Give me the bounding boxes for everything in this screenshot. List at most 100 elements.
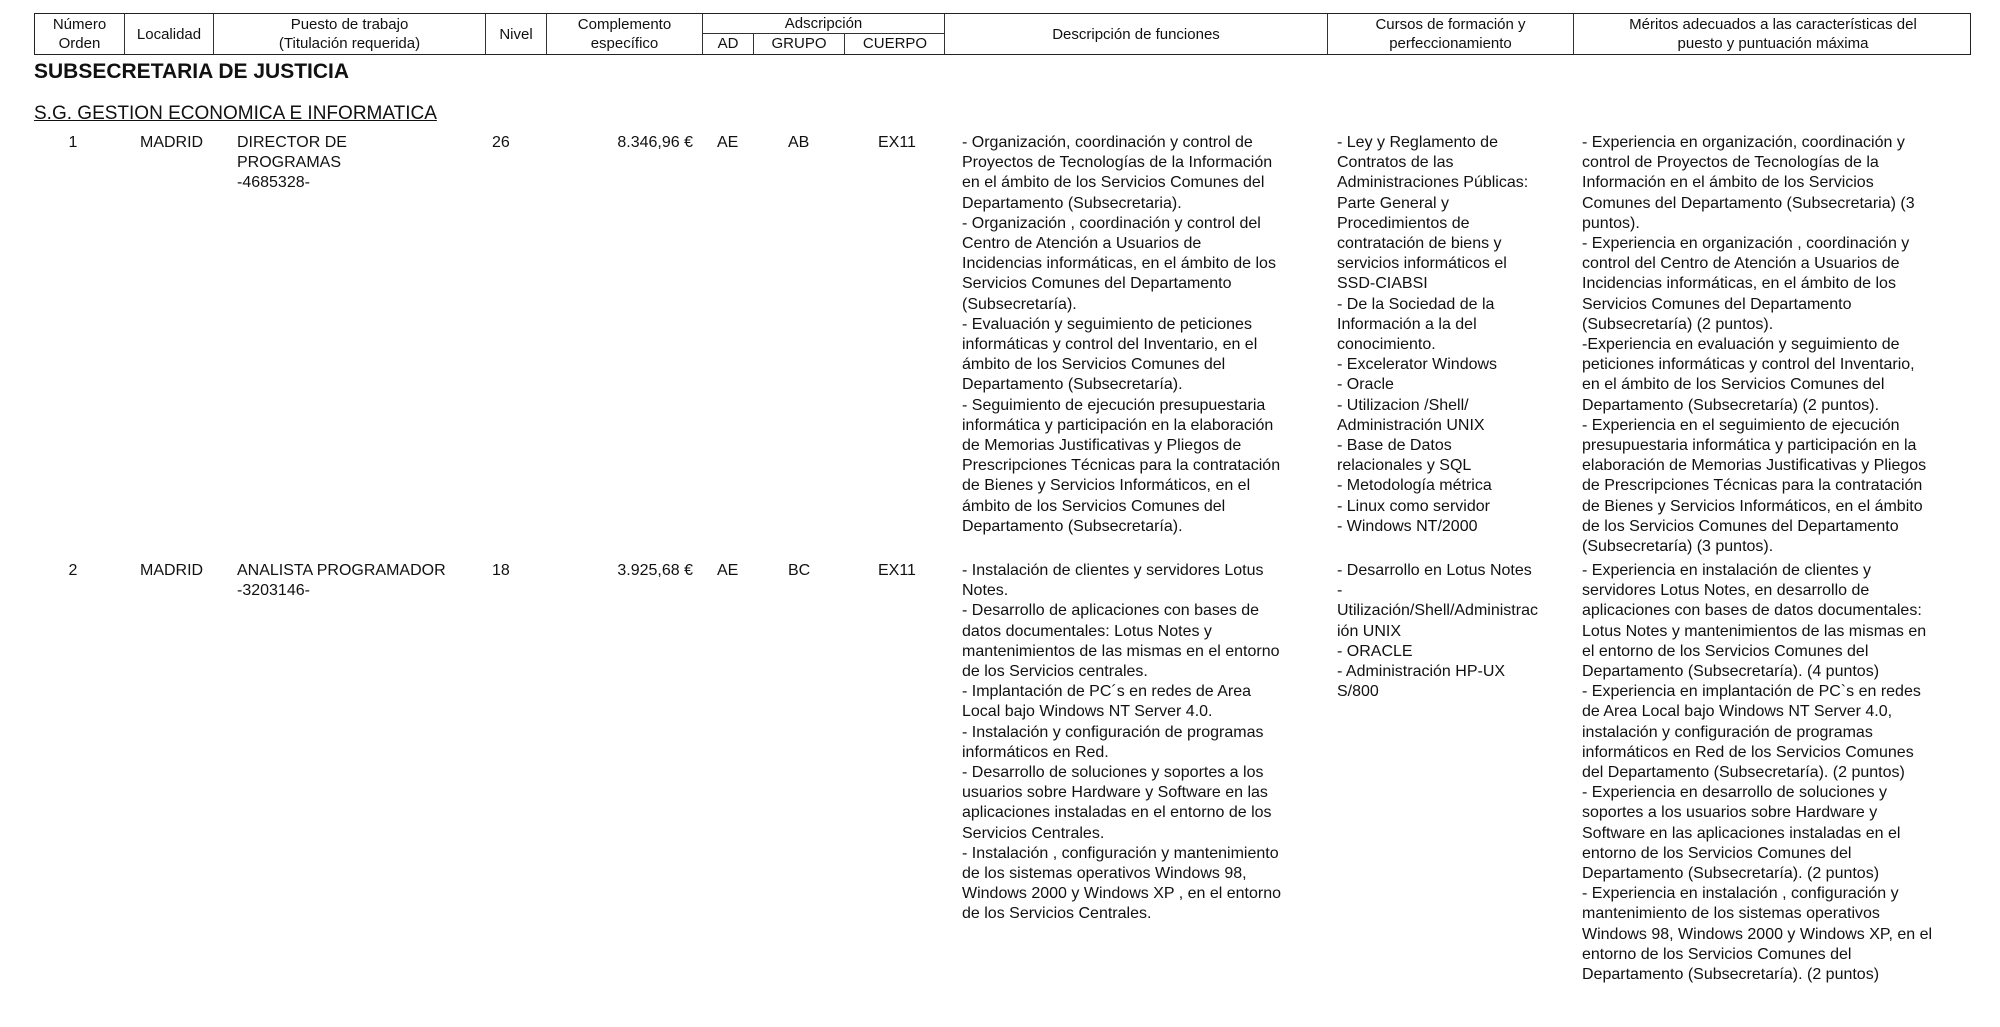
header-text: Cursos de formación y [1375, 16, 1526, 33]
text-line: Centro de Atención a Usuarios de [962, 235, 1202, 253]
header-text: específico [590, 35, 659, 52]
header-text: (Titulación requerida) [278, 35, 421, 52]
text-line: - Instalación y configuración de program… [962, 723, 1264, 741]
text-line: entorno de los Servicios Comunes del [1582, 945, 1852, 963]
header-text: Puesto de trabajo [290, 16, 409, 33]
header-cursos: Cursos de formación y perfeccionamiento [1328, 14, 1574, 54]
text-line: Incidencias informáticas, en el ámbito d… [962, 255, 1276, 273]
text-line: - Utilizacion /Shell/ [1337, 396, 1469, 414]
table-header: Número Orden Localidad Puesto de trabajo… [34, 13, 1971, 55]
cell-puesto: DIRECTOR DE PROGRAMAS -4685328- [237, 133, 347, 194]
text-line: de Bienes y Servicios Informáticos, en e… [962, 477, 1251, 495]
text-line: - Implantación de PC´s en redes de Area [962, 683, 1252, 701]
text-line: mantenimientos de las mismas en el entor… [962, 642, 1280, 660]
cell-cursos: - Desarrollo en Lotus Notes - Utilización/… [1337, 561, 1538, 702]
text-line: DIRECTOR DE [237, 134, 347, 151]
text-line: Proyectos de Tecnologías de la Informaci… [962, 154, 1273, 172]
text-line: Departamento (Subsecretaría) (2 puntos). [1582, 396, 1880, 414]
text-line: Comunes del Departamento (Subsecretaria)… [1582, 194, 1915, 212]
header-adscripcion: Adscripción AD GRUPO CUERPO [703, 14, 945, 54]
text-line: de los Servicios centrales. [962, 663, 1148, 681]
text-line: - Oracle [1337, 376, 1394, 394]
text-line: PROGRAMAS [237, 154, 342, 172]
text-line: - Base de Datos [1337, 437, 1452, 455]
text-line: informáticos en Red de los Servicios Com… [1582, 743, 1914, 761]
text-line: de los Servicios Centrales. [962, 905, 1152, 923]
cell-meritos: - Experiencia en organización, coordinac… [1582, 133, 1926, 557]
text-line: - De la Sociedad de la [1337, 295, 1495, 313]
text-line: el entorno de los Servicios Comunes del [1582, 642, 1869, 660]
cell-complemento: 3.925,68 € [617, 562, 693, 579]
text-line: (Subsecretaría) (3 puntos). [1582, 538, 1774, 556]
cell-cuerpo: EX11 [878, 134, 916, 151]
text-line: presupuestaria informática y participaci… [1582, 437, 1917, 455]
text-line: Notes. [962, 582, 1009, 600]
text-line: ámbito de los Servicios Comunes del [962, 356, 1226, 374]
header-meritos: Méritos adecuados a las características … [1574, 14, 1972, 54]
text-line: aplicaciones con bases de datos document… [1582, 602, 1922, 620]
text-line: aplicaciones instaladas en el entorno de… [962, 804, 1272, 822]
text-line: Departamento (Subsecretaría). (4 puntos) [1582, 663, 1880, 681]
text-line: Parte General y [1337, 194, 1450, 212]
text-line: ión UNIX [1337, 622, 1402, 640]
text-line: - Experiencia en organización , coordina… [1582, 235, 1910, 253]
text-line: - Linux como servidor [1337, 497, 1490, 515]
text-line: - Instalación de clientes y servidores L… [962, 562, 1264, 579]
text-line: Utilización/Shell/Administrac [1337, 602, 1538, 620]
text-line: en el ámbito de los Servicios Comunes de… [1582, 376, 1885, 394]
text-line: -4685328- [237, 174, 310, 192]
text-line: Departamento (Subsecretaría). [962, 376, 1183, 394]
text-line: instalación y configuración de programas [1582, 723, 1873, 741]
text-line: Servicios Comunes del Departamento [1582, 295, 1852, 313]
section-title: SUBSECRETARIA DE JUSTICIA [34, 60, 350, 83]
text-line: Contratos de las [1337, 154, 1454, 172]
text-line: - Experiencia en implantación de PC`s en… [1582, 683, 1921, 701]
text-line: - Instalación , configuración y mantenim… [962, 844, 1279, 862]
text-line: - Experiencia en instalación de clientes… [1582, 562, 1872, 579]
cell-puesto: ANALISTA PROGRAMADOR -3203146- [237, 561, 446, 601]
cell-descripcion: - Organización, coordinación y control d… [962, 133, 1280, 537]
cell-localidad: MADRID [140, 562, 204, 579]
text-line: Windows 2000 y Windows XP , en el entorn… [962, 885, 1281, 903]
text-line: control del Centro de Atención a Usuario… [1582, 255, 1900, 273]
text-line: - ORACLE [1337, 642, 1413, 660]
cell-meritos: - Experiencia en instalación de clientes… [1582, 561, 1932, 985]
text-line: - Experiencia en instalación , configura… [1582, 885, 1899, 903]
cell-localidad: MADRID [140, 134, 204, 151]
text-line: de los sistemas operativos Windows 98, [962, 865, 1247, 883]
text-line: Departamento (Subsecretaria). [962, 194, 1182, 212]
text-line: - Metodología métrica [1337, 477, 1492, 495]
text-line: - Evaluación y seguimiento de peticiones [962, 315, 1252, 333]
header-grupo: GRUPO [754, 34, 845, 54]
header-text: Localidad [136, 25, 202, 43]
cell-nivel: 18 [492, 562, 510, 579]
header-text: Descripción de funciones [1052, 25, 1220, 43]
text-line: en el ámbito de los Servicios Comunes de… [962, 174, 1265, 192]
cell-cuerpo: EX11 [878, 562, 916, 579]
text-line: peticiones informáticas y control del In… [1582, 356, 1915, 374]
text-line: del Departamento (Subsecretaría). (2 pun… [1582, 764, 1905, 782]
cell-ad: AE [717, 562, 739, 579]
cell-numero: 2 [68, 562, 78, 579]
text-line: relacionales y SQL [1337, 457, 1472, 475]
text-line: Información en el ámbito de los Servicio… [1582, 174, 1874, 192]
text-line: de los Servicios Comunes del Departament… [1582, 517, 1899, 535]
text-line: - Experiencia en organización, coordinac… [1582, 134, 1905, 151]
text-line: ámbito de los Servicios Comunes del [962, 497, 1226, 515]
header-localidad: Localidad [125, 14, 214, 54]
text-line: - Organización , coordinación y control … [962, 214, 1261, 232]
text-line: - Experiencia en el seguimiento de ejecu… [1582, 416, 1900, 434]
text-line: de Area Local bajo Windows NT Server 4.0… [1582, 703, 1893, 721]
text-line: de Memorias Justificativas y Pliegos de [962, 437, 1242, 455]
header-cuerpo: CUERPO [862, 35, 928, 52]
header-descripcion: Descripción de funciones [945, 14, 1328, 54]
text-line: servicios informáticos el [1337, 255, 1507, 273]
text-line: Incidencias informáticas, en el ámbito d… [1582, 275, 1896, 293]
text-line: - Desarrollo de aplicaciones con bases d… [962, 602, 1260, 620]
header-text: Méritos adecuados a las características … [1629, 16, 1917, 33]
text-line: Servicios Comunes del Departamento [962, 275, 1232, 293]
header-nivel: Nivel [486, 14, 547, 54]
text-line: - [1337, 582, 1343, 600]
header-text: Nivel [499, 25, 533, 43]
text-line: Departamento (Subsecretaría). (2 puntos) [1582, 865, 1880, 883]
